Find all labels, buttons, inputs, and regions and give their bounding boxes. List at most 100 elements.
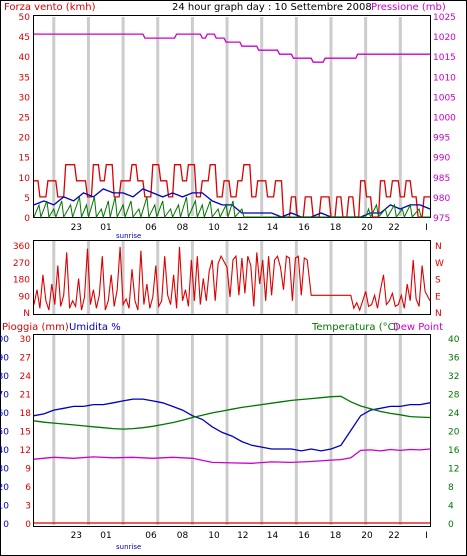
time-tick-8: 18 bbox=[330, 531, 342, 541]
temperature-tick-2: 8 bbox=[448, 483, 454, 493]
time-tick-5: 12 bbox=[237, 531, 248, 541]
wind-pressure-series bbox=[33, 33, 431, 219]
wind-pressure-grid bbox=[52, 17, 402, 216]
pressure-tick-10: 1025 bbox=[433, 13, 456, 23]
time-tick-4: 10 bbox=[208, 531, 220, 541]
direction-degree-tick-0: N bbox=[23, 309, 30, 319]
time-tick-5: 12 bbox=[237, 223, 248, 233]
time-tick-7: 16 bbox=[298, 531, 310, 541]
wind-direction-series bbox=[33, 246, 431, 312]
humidity-tick-7: 70 bbox=[0, 391, 9, 401]
rain-tick-2: 6 bbox=[25, 483, 31, 493]
rain-tick-1: 3 bbox=[25, 502, 31, 512]
rain-tick-8: 24 bbox=[20, 372, 32, 382]
time-tick-8: 18 bbox=[330, 223, 342, 233]
wind-direction-panel bbox=[33, 240, 431, 315]
wind-speed-tick-8: 40 bbox=[19, 53, 31, 63]
wind-speed-tick-2: 10 bbox=[19, 174, 31, 184]
pressure-axis: 975 980 985 990 995 1000 1005 1010 1015 1020 1025 bbox=[433, 13, 456, 224]
rain-tick-9: 27 bbox=[20, 354, 31, 364]
temperature-line bbox=[33, 395, 431, 430]
humidity-axis: 0 10 20 30 40 50 60 70 80 90 100 bbox=[0, 335, 9, 530]
humidity-tick-4: 40 bbox=[0, 446, 9, 456]
temperature-tick-7: 28 bbox=[448, 391, 460, 401]
rain-humidity-temp-panel bbox=[33, 334, 431, 527]
wind-speed-tick-4: 20 bbox=[19, 134, 31, 144]
temperature-tick-1: 4 bbox=[448, 502, 454, 512]
time-tick-3: 08 bbox=[177, 531, 189, 541]
temperature-axis-title: Temperatura (°C) bbox=[311, 322, 399, 333]
pressure-line bbox=[34, 33, 430, 63]
direction-compass-tick-1: E bbox=[435, 292, 441, 302]
direction-degree-tick-3: 270 bbox=[13, 259, 30, 269]
wind-speed-tick-7: 35 bbox=[19, 73, 30, 83]
temperature-tick-8: 32 bbox=[448, 372, 459, 382]
rain-axis-title: Pioggia (mm) bbox=[2, 322, 69, 333]
wind-speed-line bbox=[33, 196, 430, 219]
pressure-tick-3: 990 bbox=[433, 154, 450, 164]
wind-speed-tick-10: 50 bbox=[19, 13, 31, 23]
direction-compass-tick-3: W bbox=[435, 259, 444, 269]
wind-axis-title: Forza vento (kmh) bbox=[4, 2, 96, 13]
time-tick-11: I bbox=[425, 531, 428, 541]
temperature-tick-0: 0 bbox=[448, 520, 454, 530]
time-tick-10: 22 bbox=[388, 223, 399, 233]
direction-degrees-axis: N 90 180 270 360 bbox=[13, 242, 30, 319]
pressure-tick-5: 1000 bbox=[433, 114, 456, 124]
time-axis-top: 23 01 06 08 10 12 14 16 18 20 22 I bbox=[71, 223, 428, 233]
pressure-axis-title: Pressione (mb) bbox=[371, 2, 446, 13]
humidity-tick-1: 10 bbox=[0, 502, 9, 512]
humidity-tick-8: 80 bbox=[0, 372, 9, 382]
time-tick-4: 10 bbox=[208, 223, 220, 233]
rain-tick-6: 18 bbox=[20, 409, 32, 419]
time-tick-9: 20 bbox=[361, 223, 373, 233]
direction-degree-tick-1: 90 bbox=[19, 292, 31, 302]
direction-compass-tick-2: S bbox=[435, 276, 441, 286]
time-axis-bottom: 23 01 06 08 10 12 14 16 18 20 22 I bbox=[71, 531, 428, 541]
rain-tick-4: 12 bbox=[20, 446, 31, 456]
wind-speed-tick-6: 30 bbox=[19, 93, 31, 103]
rain-tick-5: 15 bbox=[20, 428, 31, 438]
rain-tick-0: 0 bbox=[25, 520, 31, 530]
pressure-tick-1: 980 bbox=[433, 194, 450, 204]
humidity-tick-9: 90 bbox=[0, 354, 9, 364]
time-tick-6: 14 bbox=[267, 531, 279, 541]
wind-pressure-panel bbox=[33, 15, 431, 218]
sunrise-label-top: sunrise bbox=[116, 232, 141, 240]
dewpoint-line bbox=[33, 448, 431, 464]
time-tick-6: 14 bbox=[267, 223, 279, 233]
temperature-tick-3: 12 bbox=[448, 465, 459, 475]
rain-tick-3: 9 bbox=[25, 465, 31, 475]
rain-humidity-temp-grid bbox=[52, 335, 402, 525]
wind-speed-tick-3: 15 bbox=[19, 154, 30, 164]
time-tick-11: I bbox=[425, 223, 428, 233]
wind-speed-tick-9: 45 bbox=[19, 33, 30, 43]
temperature-axis: 0 4 8 12 16 20 24 28 32 36 40 bbox=[448, 335, 460, 530]
pressure-tick-6: 1005 bbox=[433, 93, 456, 103]
temperature-tick-5: 20 bbox=[448, 428, 460, 438]
rain-humidity-temp-series bbox=[33, 395, 431, 524]
time-tick-7: 16 bbox=[298, 223, 310, 233]
time-tick-2: 06 bbox=[145, 223, 157, 233]
humidity-tick-5: 50 bbox=[0, 428, 9, 438]
wind-speed-tick-1: 5 bbox=[24, 194, 30, 204]
wind-gust-line bbox=[34, 164, 430, 218]
direction-compass-tick-4: N bbox=[435, 242, 442, 252]
pressure-tick-4: 995 bbox=[433, 134, 450, 144]
pressure-tick-7: 1010 bbox=[433, 73, 456, 83]
direction-degree-tick-2: 180 bbox=[13, 276, 30, 286]
direction-compass-tick-0: N bbox=[435, 309, 442, 319]
pressure-tick-0: 975 bbox=[433, 214, 450, 224]
wind-speed-tick-5: 25 bbox=[19, 114, 30, 124]
humidity-tick-0: 0 bbox=[3, 520, 9, 530]
humidity-axis-title: Umidita % bbox=[69, 322, 121, 333]
temperature-tick-9: 36 bbox=[448, 354, 460, 364]
pressure-tick-2: 985 bbox=[433, 174, 450, 184]
time-tick-2: 06 bbox=[145, 531, 157, 541]
dewpoint-axis-title: Dew Point bbox=[393, 322, 443, 333]
humidity-tick-10: 100 bbox=[0, 335, 9, 345]
temperature-tick-6: 24 bbox=[448, 409, 460, 419]
rain-axis: 0 3 6 9 12 15 18 21 24 27 30 bbox=[20, 335, 32, 530]
